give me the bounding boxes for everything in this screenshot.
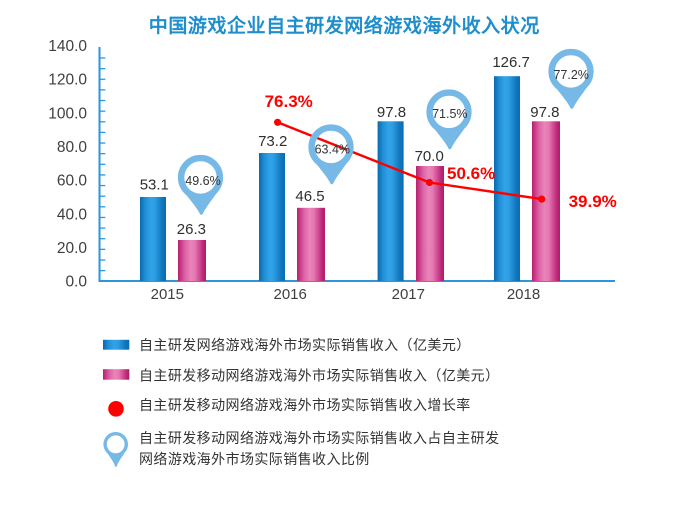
svg-text:53.1: 53.1 <box>140 177 169 194</box>
svg-text:49.6%: 49.6% <box>185 174 220 188</box>
svg-text:26.3: 26.3 <box>177 221 206 238</box>
svg-text:50.6%: 50.6% <box>447 164 495 183</box>
svg-text:60.0: 60.0 <box>57 173 88 190</box>
svg-text:自主研发移动网络游戏海外市场实际销售收入（亿美元）: 自主研发移动网络游戏海外市场实际销售收入（亿美元） <box>139 368 500 384</box>
svg-text:77.2%: 77.2% <box>553 68 588 82</box>
svg-text:自主研发移动网络游戏海外市场实际销售收入占自主研发: 自主研发移动网络游戏海外市场实际销售收入占自主研发 <box>139 430 500 446</box>
svg-text:97.8: 97.8 <box>377 104 406 121</box>
svg-text:自主研发移动网络游戏海外市场实际销售收入增长率: 自主研发移动网络游戏海外市场实际销售收入增长率 <box>139 397 471 413</box>
svg-text:63.4%: 63.4% <box>315 143 350 157</box>
svg-text:126.7: 126.7 <box>492 54 530 71</box>
svg-text:2018: 2018 <box>507 286 540 303</box>
svg-text:97.8: 97.8 <box>530 104 559 121</box>
svg-text:80.0: 80.0 <box>57 139 88 156</box>
svg-text:2015: 2015 <box>151 286 184 303</box>
svg-text:120.0: 120.0 <box>48 72 87 89</box>
svg-text:2016: 2016 <box>274 286 307 303</box>
svg-text:39.9%: 39.9% <box>569 192 617 211</box>
svg-text:73.2: 73.2 <box>258 133 287 150</box>
svg-text:中国游戏企业自主研发网络游戏海外收入状况: 中国游戏企业自主研发网络游戏海外收入状况 <box>149 14 540 37</box>
svg-text:网络游戏海外市场实际销售收入比例: 网络游戏海外市场实际销售收入比例 <box>139 451 370 467</box>
svg-text:0.0: 0.0 <box>65 274 87 291</box>
svg-text:70.0: 70.0 <box>415 148 444 165</box>
svg-text:46.5: 46.5 <box>295 188 324 205</box>
svg-text:20.0: 20.0 <box>57 240 88 257</box>
svg-text:140.0: 140.0 <box>48 38 87 55</box>
svg-text:40.0: 40.0 <box>57 206 88 223</box>
svg-text:71.5%: 71.5% <box>432 107 467 121</box>
svg-text:76.3%: 76.3% <box>265 92 313 111</box>
svg-text:2017: 2017 <box>392 286 425 303</box>
svg-text:自主研发网络游戏海外市场实际销售收入（亿美元）: 自主研发网络游戏海外市场实际销售收入（亿美元） <box>139 337 471 353</box>
svg-text:100.0: 100.0 <box>48 105 87 122</box>
